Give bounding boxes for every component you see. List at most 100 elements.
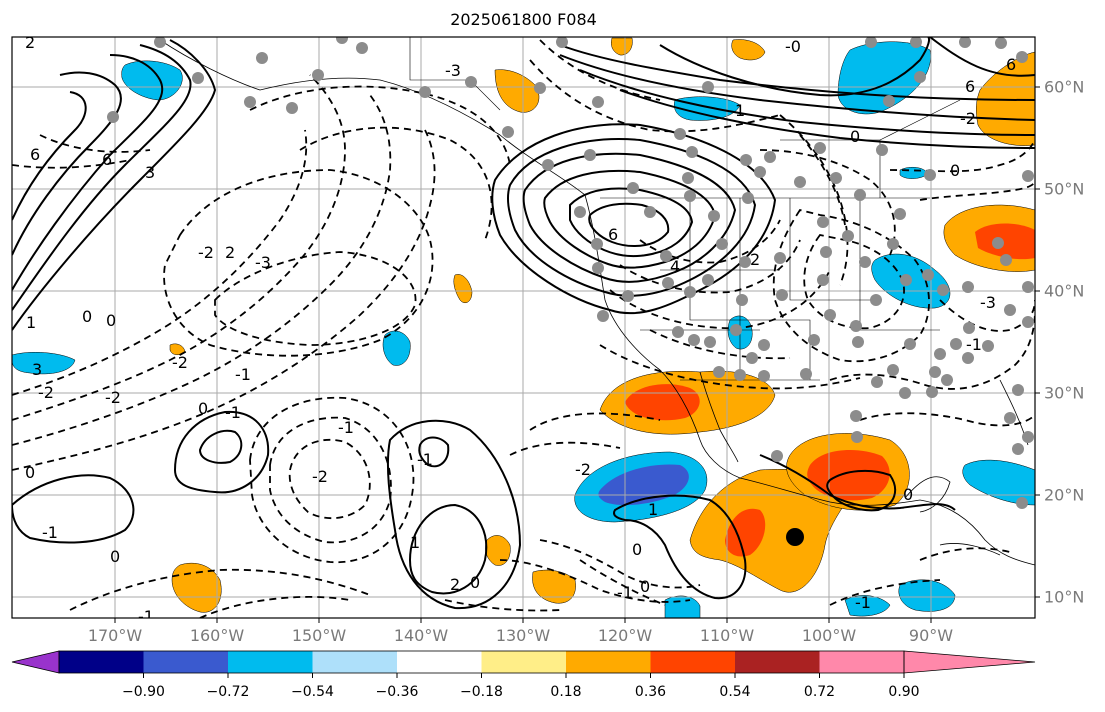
colorbar-segment: [650, 651, 735, 673]
contour-label: -3: [980, 293, 996, 312]
colorbar-tick-label: 0.18: [550, 684, 582, 700]
contour-label: 1: [26, 313, 36, 332]
station-markers: [107, 37, 1034, 509]
colorbar-extend-high: [903, 650, 1036, 674]
lon-label: 160°W: [189, 626, 245, 645]
contour-label: -2: [38, 383, 54, 402]
positive-anomaly-region: [532, 569, 576, 604]
negative-anomaly-region: [844, 595, 891, 617]
contour-label: 0: [82, 307, 92, 326]
map-field: 6 6 3 2 1 0 0 0 -1 -1 -2 -2 -2 -3 3 -3 4…: [12, 33, 1035, 626]
colorbar-tick-label: −0.54: [291, 684, 334, 700]
colorbar: [11, 650, 1036, 678]
lat-label: 60°N: [1044, 77, 1085, 97]
contour-labels: 6 6 3 2 1 0 0 0 -1 -1 -2 -2 -2 -3 3 -3 4…: [25, 33, 1016, 626]
contour-label: 0: [106, 311, 116, 330]
strong-positive-region: [975, 223, 1035, 260]
contour-label: 2: [25, 33, 35, 52]
contour-label: -1: [225, 403, 241, 422]
contour-label: -3: [255, 253, 271, 272]
negative-anomaly-region: [674, 96, 741, 121]
contour-label: -2: [575, 460, 591, 479]
contour-label: 1: [735, 101, 745, 120]
colorbar-segment: [397, 651, 482, 673]
contour-label: -1: [617, 583, 633, 602]
map-title: 2025061800 F084: [450, 10, 597, 29]
lon-label: 130°W: [495, 626, 551, 645]
contour-label: 0: [850, 127, 860, 146]
contour-label: 0: [198, 399, 208, 418]
contour-label: 3: [32, 360, 42, 379]
contour-label: 6: [102, 150, 112, 169]
negative-anomaly-region: [898, 579, 956, 612]
lon-label: 170°W: [87, 626, 143, 645]
lon-label: 90°W: [908, 626, 954, 645]
contour-label: 1: [648, 500, 658, 519]
colorbar-segment: [228, 651, 313, 673]
contour-label: -2: [105, 388, 121, 407]
contour-label: -1: [338, 418, 354, 437]
contour-label: -1: [966, 335, 982, 354]
dashed-contours: [12, 39, 1035, 618]
negative-anomaly-region: [664, 595, 701, 618]
contour-label: 0: [632, 540, 642, 559]
contour-label: -2: [960, 109, 976, 128]
contour-label: 6: [608, 225, 618, 244]
contour-label: -0: [785, 37, 801, 56]
contour-label: 0: [25, 463, 35, 482]
gridlines: [12, 37, 1035, 618]
colorbar-segment: [59, 651, 144, 673]
positive-anomaly-region: [494, 69, 540, 113]
lat-label: 20°N: [1044, 485, 1085, 505]
contour-label: 2: [225, 243, 235, 262]
lon-label: 150°W: [291, 626, 347, 645]
contour-label: -3: [445, 61, 461, 80]
contour-label: 3: [145, 163, 155, 182]
contour-label: 6: [30, 145, 40, 164]
negative-anomaly-region: [12, 352, 76, 375]
axis-ticks: [114, 86, 1040, 623]
colorbar-tick-label: −0.36: [375, 684, 419, 700]
contour-label: -2: [312, 467, 328, 486]
colorbar-tick-label: 0.90: [888, 684, 920, 700]
negative-anomaly-region: [899, 166, 929, 179]
contour-label: 1: [410, 533, 420, 552]
contour-label: -1: [42, 523, 58, 542]
colorbar-segment: [481, 651, 566, 673]
contour-label: -2: [172, 353, 188, 372]
contour-label: 2: [750, 250, 760, 269]
lat-label: 40°N: [1044, 281, 1085, 301]
contour-label: -1: [855, 593, 871, 612]
colorbar-segment: [819, 651, 904, 673]
colorbar-tick-label: 0.72: [803, 684, 836, 700]
colorbar-tick-label: −0.18: [460, 684, 503, 700]
contour-label: 2: [450, 575, 460, 594]
contour-label: -1: [138, 607, 154, 626]
contour-label: 0: [640, 577, 650, 596]
negative-anomaly-region: [962, 459, 1035, 506]
lat-label: 50°N: [1044, 179, 1085, 199]
negative-anomaly-region: [121, 60, 183, 101]
lon-label: 120°W: [597, 626, 653, 645]
positive-anomaly-region: [731, 39, 766, 61]
lat-label: 10°N: [1044, 587, 1085, 607]
colorbar-segment: [143, 651, 228, 673]
colorbar-tick-label: 0.36: [634, 684, 667, 700]
positive-anomaly-region: [171, 562, 222, 613]
contour-label: 6: [1006, 55, 1016, 74]
contour-label: 4: [670, 257, 680, 276]
colorbar-segment: [312, 651, 397, 673]
black-dot-marker: [786, 528, 804, 546]
colorbar-extend-low: [11, 650, 60, 674]
lat-label: 30°N: [1044, 383, 1085, 403]
colorbar-tick-label: 0.54: [719, 684, 751, 700]
colorbar-segment: [735, 651, 820, 673]
colorbar-tick-label: −0.90: [122, 684, 165, 700]
contour-label: -1: [235, 365, 251, 384]
lon-label: 110°W: [699, 626, 755, 645]
colorbar-tick-label: −0.72: [206, 684, 250, 700]
positive-anomaly-region: [453, 274, 473, 303]
contour-label: -1: [417, 450, 433, 469]
positive-anomaly-region: [611, 37, 633, 56]
